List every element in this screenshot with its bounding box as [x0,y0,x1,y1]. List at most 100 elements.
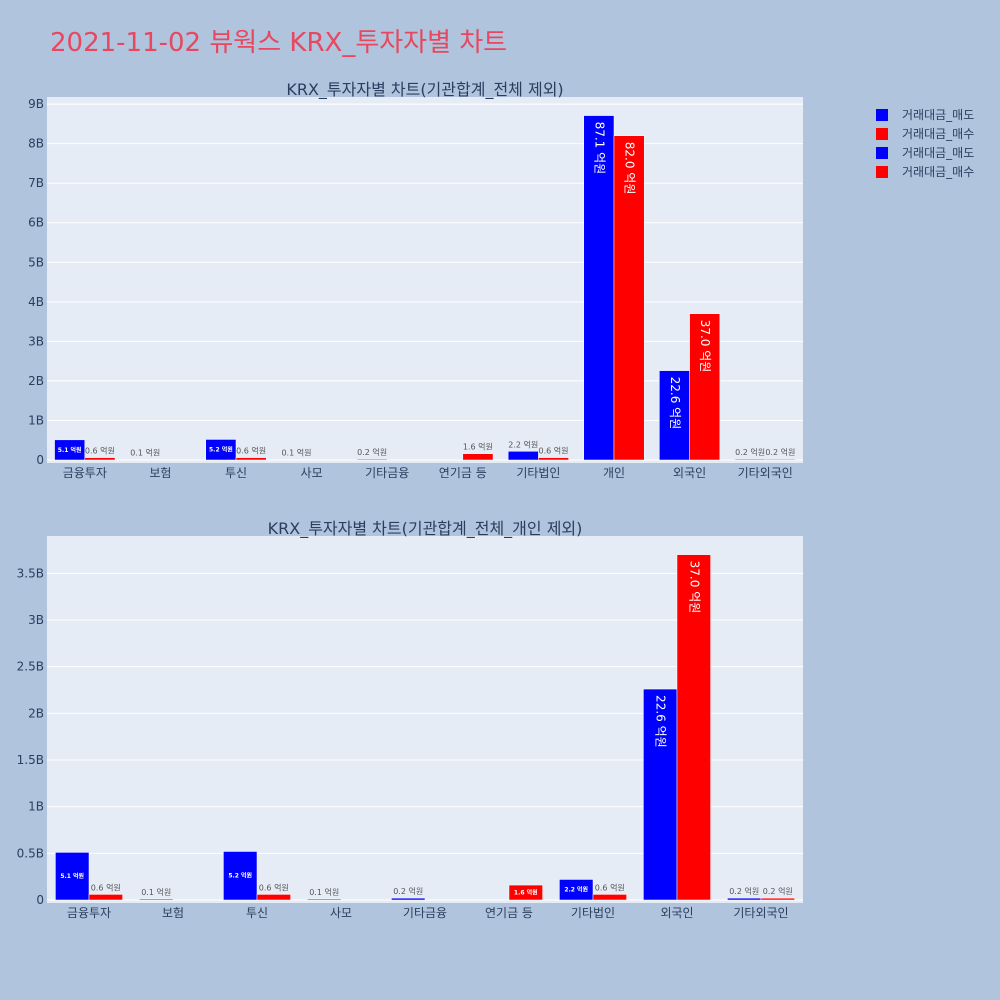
x-tick-label: 보험 [162,906,184,920]
y-tick-label: 2.5B [17,660,44,674]
data-label: 0.2 억원 [357,447,387,457]
legend-swatch-red [876,165,888,178]
data-label: 0.6 억원 [259,882,289,892]
x-tick-label: 기타법인 [516,466,560,480]
legend-item-buy-1[interactable]: 거래대금_매수 [876,124,974,143]
data-label: 0.2 억원 [729,886,759,896]
y-tick-label: 2B [28,706,44,720]
y-tick-label: 5B [28,255,44,269]
data-label: 0.1 억원 [309,887,339,897]
data-label: 0.2 억원 [735,447,765,457]
data-label: 82.0 억원 [623,142,637,195]
data-label: 2.2 억원 [508,439,538,449]
y-tick-label: 4B [28,295,44,309]
data-label: 2.2 억원 [564,886,588,894]
data-label: 0.2 억원 [765,447,795,457]
x-tick-label: 사모 [330,906,352,920]
bar [592,894,627,901]
data-label: 0.1 억원 [141,887,171,897]
bar [538,457,569,461]
bar [689,313,721,461]
bar [235,457,267,461]
bar [559,879,594,901]
legend-item-sell-1[interactable]: 거래대금_매도 [876,105,974,124]
y-tick-label: 3.5B [17,566,44,580]
y-tick-label: 1B [28,413,44,427]
x-tick-label: 기타외국인 [738,466,793,480]
data-label: 0.6 억원 [91,882,121,892]
bar [764,458,796,461]
legend-item-sell-2[interactable]: 거래대금_매도 [876,143,974,162]
bar [462,453,494,461]
data-label: 5.1 억원 [58,446,82,454]
bar [760,897,795,901]
x-tick-label: 연기금 등 [485,906,533,920]
chart-title: KRX_투자자별 차트(기관합계_전체 제외) [286,80,563,100]
x-tick-label: 투신 [225,466,247,480]
bar [139,898,174,901]
legend-item-buy-2[interactable]: 거래대금_매수 [876,162,974,181]
bar [55,852,90,901]
x-tick-label: 사모 [301,466,323,480]
y-tick-label: 3B [28,613,44,627]
bar [507,451,539,461]
data-label: 1.6 억원 [514,889,538,897]
x-tick-label: 외국인 [660,906,693,920]
y-tick-label: 1B [28,800,44,814]
bar [391,897,426,901]
data-label: 0.1 억원 [130,448,160,458]
legend-swatch-blue [876,146,888,159]
data-label: 0.6 억원 [595,882,625,892]
x-tick-label: 개인 [603,466,625,480]
data-label: 87.1 억원 [592,122,606,175]
bar [508,884,543,901]
y-tick-label: 9B [28,97,44,111]
x-tick-label: 보험 [149,466,171,480]
x-tick-label: 기타금융 [365,466,409,480]
data-label: 0.6 억원 [85,446,115,456]
bar [356,458,388,461]
legend-label: 거래대금_매수 [902,165,975,179]
bar [659,370,690,461]
legend-label: 거래대금_매도 [902,146,975,160]
bar [727,897,762,901]
bar [676,554,711,901]
bar [643,688,678,901]
bar [613,135,645,461]
data-label: 37.0 억원 [698,320,712,373]
data-label: 0.2 억원 [763,886,793,896]
bar [54,439,86,461]
legend-swatch-red [876,127,888,140]
data-label: 5.1 억원 [60,872,84,880]
bar [256,894,291,901]
bar [307,898,342,901]
y-tick-label: 6B [28,216,44,230]
x-tick-label: 금융투자 [63,466,107,480]
bar [84,457,116,461]
data-label: 0.2 억원 [393,886,423,896]
x-tick-label: 연기금 등 [439,466,487,480]
x-tick-label: 기타법인 [571,906,615,920]
x-tick-label: 금융투자 [67,906,111,920]
y-tick-label: 0 [36,453,44,467]
data-label: 0.6 억원 [236,446,266,456]
data-label: 5.2 억원 [228,872,252,880]
page-title: 2021-11-02 뷰웍스 KRX_투자자별 차트 [50,28,508,58]
x-tick-label: 외국인 [673,466,706,480]
data-label: 5.2 억원 [209,446,233,454]
chart-title: KRX_투자자별 차트(기관합계_전체_개인 제외) [268,519,583,539]
data-label: 0.1 억원 [281,448,311,458]
y-tick-label: 0.5B [17,846,44,860]
legend-label: 거래대금_매도 [902,108,975,122]
y-tick-label: 1.5B [17,753,44,767]
legend[interactable]: 거래대금_매도 거래대금_매수 거래대금_매도 거래대금_매수 [876,105,974,181]
y-tick-label: 2B [28,374,44,388]
data-label: 1.6 억원 [463,442,493,452]
bar [223,851,258,901]
bar [583,115,615,461]
legend-label: 거래대금_매수 [902,127,975,141]
y-tick-label: 8B [28,137,44,151]
bar [205,439,237,461]
y-tick-label: 7B [28,176,44,190]
